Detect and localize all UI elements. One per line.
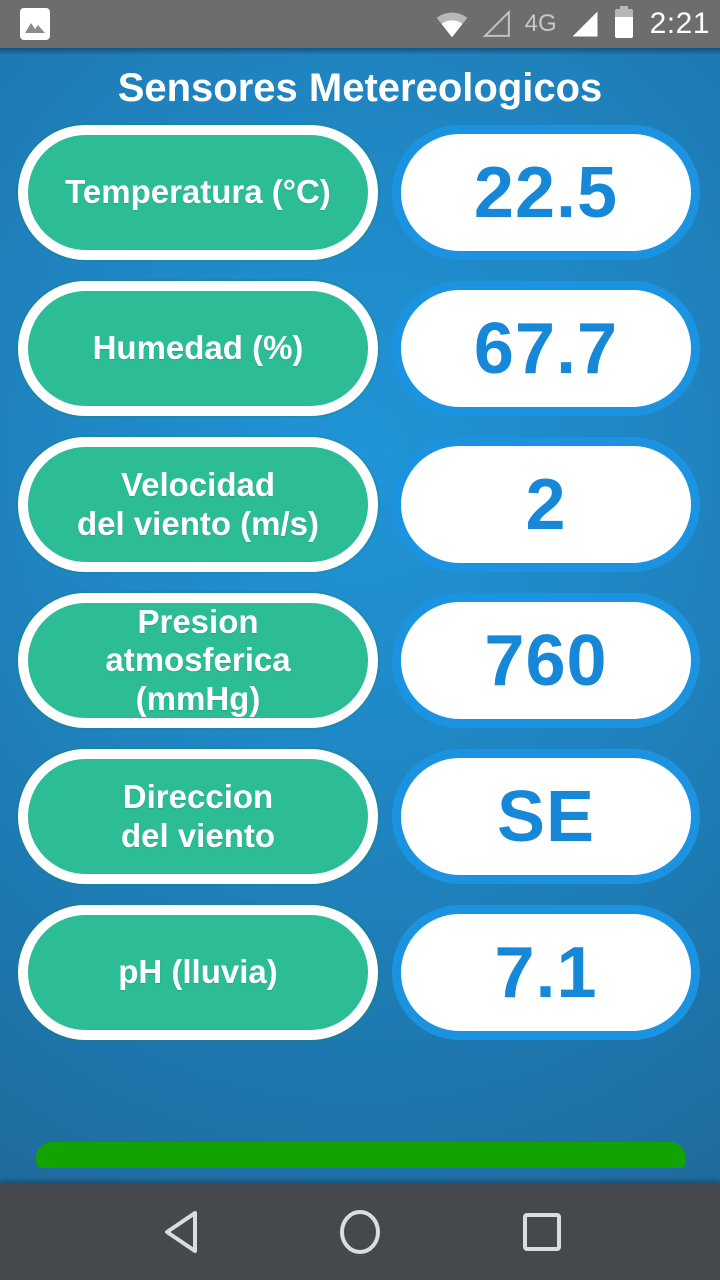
presion-label: Presion atmosferica (mmHg)	[105, 603, 291, 717]
recents-icon	[521, 1211, 563, 1253]
back-icon	[159, 1209, 201, 1255]
partial-green-button[interactable]	[36, 1142, 686, 1168]
humedad-value-pill: 67.7	[392, 281, 700, 416]
clock: 2:21	[649, 7, 710, 40]
app-content: Sensores Metereologicos Temperatura (°C)…	[0, 48, 720, 1183]
sensor-rows: Temperatura (°C) 22.5 Humedad (%) 67.7 V…	[0, 125, 720, 1040]
sensor-row-humedad: Humedad (%) 67.7	[0, 281, 720, 416]
sensor-row-temperatura: Temperatura (°C) 22.5	[0, 125, 720, 260]
velocidad-viento-value: 2	[525, 464, 567, 545]
ph-value-pill: 7.1	[392, 905, 700, 1040]
humedad-value: 67.7	[473, 308, 619, 389]
temperatura-label-pill: Temperatura (°C)	[18, 125, 378, 260]
signal-full-icon	[570, 9, 600, 39]
presion-label-pill: Presion atmosferica (mmHg)	[18, 593, 378, 728]
ph-label-pill: pH (lluvia)	[18, 905, 378, 1040]
presion-value: 760	[484, 620, 608, 701]
temperatura-label: Temperatura (°C)	[65, 173, 331, 211]
statusbar-shadow	[0, 48, 720, 55]
wifi-icon	[435, 11, 469, 38]
back-button[interactable]	[120, 1183, 240, 1280]
gallery-notification-icon	[20, 8, 50, 40]
direccion-viento-label-pill: Direccion del viento	[18, 749, 378, 884]
direccion-viento-value-pill: SE	[392, 749, 700, 884]
sensor-row-velocidad-viento: Velocidad del viento (m/s) 2	[0, 437, 720, 572]
presion-value-pill: 760	[392, 593, 700, 728]
velocidad-viento-label: Velocidad del viento (m/s)	[76, 466, 320, 542]
sensor-row-direccion-viento: Direccion del viento SE	[0, 749, 720, 884]
temperatura-value-pill: 22.5	[392, 125, 700, 260]
direccion-viento-value: SE	[496, 776, 596, 857]
home-button[interactable]	[300, 1183, 420, 1280]
status-bar: 4G 2:21	[0, 0, 720, 48]
battery-icon	[613, 5, 635, 44]
humedad-label: Humedad (%)	[92, 329, 304, 367]
ph-label: pH (lluvia)	[118, 953, 278, 991]
temperatura-value: 22.5	[473, 152, 619, 233]
home-icon	[336, 1208, 384, 1256]
direccion-viento-label: Direccion del viento	[120, 778, 276, 854]
humedad-label-pill: Humedad (%)	[18, 281, 378, 416]
recents-button[interactable]	[482, 1183, 602, 1280]
signal-empty-icon	[482, 9, 512, 39]
sensor-row-ph: pH (lluvia) 7.1	[0, 905, 720, 1040]
velocidad-viento-label-pill: Velocidad del viento (m/s)	[18, 437, 378, 572]
sensor-row-presion: Presion atmosferica (mmHg) 760	[0, 593, 720, 728]
android-nav-bar	[0, 1183, 720, 1280]
network-type-label: 4G	[524, 10, 557, 37]
velocidad-viento-value-pill: 2	[392, 437, 700, 572]
ph-value: 7.1	[494, 932, 598, 1013]
page-title: Sensores Metereologicos	[117, 65, 603, 110]
